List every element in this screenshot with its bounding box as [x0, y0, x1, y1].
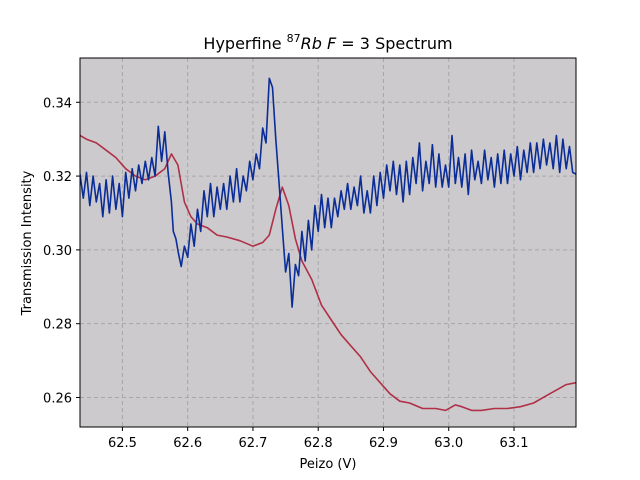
title-prefix: Hyperfine [203, 34, 286, 53]
y-tick-label: 0.34 [43, 96, 72, 111]
grid-lines [80, 58, 576, 427]
x-tick-label: 62.7 [238, 436, 267, 451]
title-italic-f: F [327, 34, 337, 53]
x-tick-label: 62.5 [108, 436, 137, 451]
y-axis-ticks: 0.26 0.28 0.30 0.32 0.34 [43, 96, 80, 406]
title-suffix: = 3 Spectrum [336, 34, 452, 53]
title-italic-rb: Rb [301, 34, 322, 53]
title-superscript: 87 [287, 32, 301, 45]
y-axis-label: Transmission Intensity [20, 170, 35, 316]
x-axis-label: Peizo (V) [300, 457, 357, 472]
x-tick-label: 63.1 [500, 436, 529, 451]
x-tick-label: 62.9 [369, 436, 398, 451]
series-lines [80, 77, 576, 412]
series-line-0 [80, 134, 576, 412]
plot-frame [79, 57, 577, 428]
y-tick-label: 0.32 [43, 170, 72, 185]
x-tick-label: 63.0 [434, 436, 463, 451]
x-tick-label: 62.6 [173, 436, 202, 451]
y-tick-label: 0.28 [43, 318, 72, 333]
x-tick-label: 62.8 [304, 436, 333, 451]
series-line-1 [80, 77, 576, 308]
chart-title: Hyperfine 87Rb F = 3 Spectrum [203, 32, 452, 53]
y-tick-label: 0.30 [43, 244, 72, 259]
plot-area-background [80, 58, 576, 427]
y-tick-label: 0.26 [43, 391, 72, 406]
x-axis-ticks: 62.5 62.6 62.7 62.8 62.9 63.0 63.1 [108, 427, 529, 451]
